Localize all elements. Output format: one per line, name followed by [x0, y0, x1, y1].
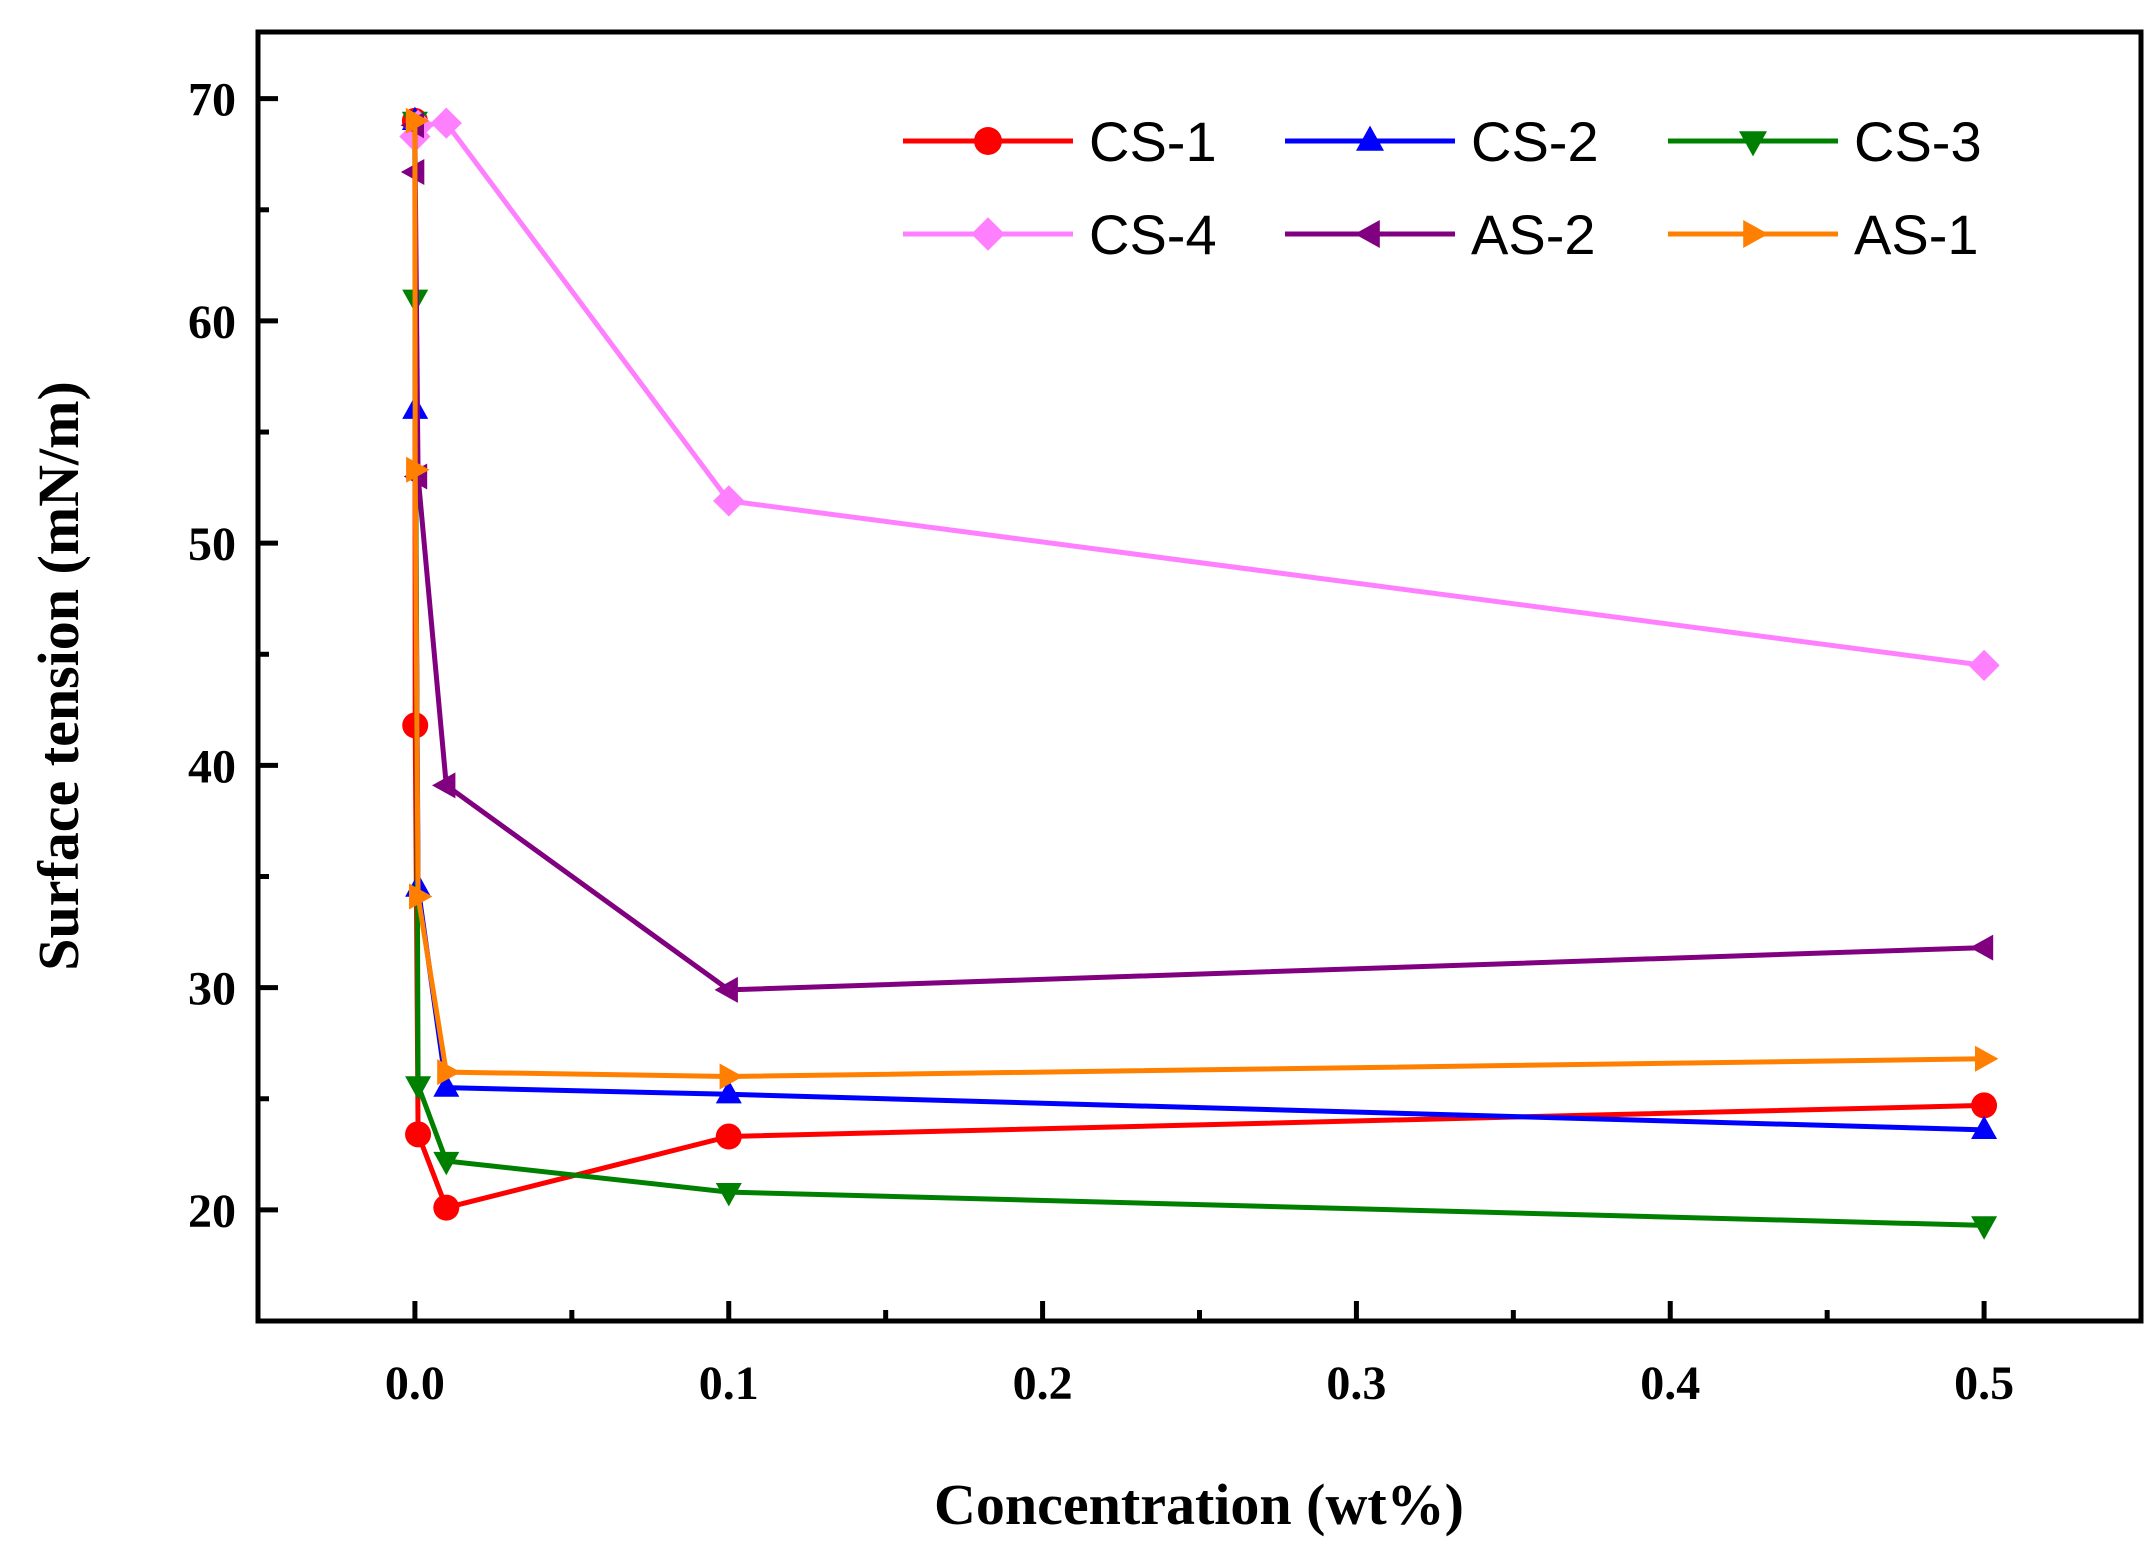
legend-marker — [1356, 125, 1384, 151]
legend-label: AS-1 — [1854, 203, 1979, 266]
data-point — [713, 485, 745, 517]
data-point — [409, 883, 433, 910]
data-point — [1969, 934, 1994, 961]
series-as-1 — [405, 107, 1999, 1090]
legend-label: CS-3 — [1854, 110, 1982, 173]
y-tick-label: 50 — [188, 518, 236, 571]
data-point — [430, 107, 462, 139]
data-point — [1971, 1092, 1998, 1119]
legend-item-as-1: AS-1 — [1668, 203, 1979, 266]
legend: CS-1 CS-2 CS-3 CS-4 AS-2 AS-1 — [903, 110, 1982, 266]
y-axis-title: Surface tension (mN/m) — [26, 381, 91, 971]
series-line — [412, 120, 1985, 1079]
legend-label: CS-4 — [1089, 203, 1217, 266]
data-point — [1971, 1216, 1998, 1240]
data-point — [405, 1076, 432, 1100]
legend-item-cs-4: CS-4 — [903, 203, 1217, 266]
x-tick-label: 0.0 — [385, 1357, 445, 1410]
data-point — [405, 1121, 432, 1148]
data-point — [1975, 1045, 1999, 1072]
legend-label: AS-2 — [1471, 203, 1596, 266]
legend-label: CS-1 — [1089, 110, 1217, 173]
legend-label: CS-2 — [1471, 110, 1599, 173]
y-tick-label: 40 — [188, 740, 236, 793]
series-layer — [399, 106, 2000, 1240]
x-tick-label: 0.2 — [1013, 1357, 1073, 1410]
legend-item-as-2: AS-2 — [1285, 203, 1596, 266]
legend-item-cs-2: CS-2 — [1285, 110, 1599, 173]
axis-layer: 0.0 0.1 0.2 0.3 0.4 0.5 20 30 40 50 60 70 — [188, 74, 2014, 1410]
data-point — [714, 976, 738, 1003]
x-tick-label: 0.1 — [699, 1357, 759, 1410]
data-point — [1971, 1115, 1998, 1139]
data-point — [406, 456, 430, 483]
legend-marker — [974, 127, 1002, 155]
y-tick-label: 70 — [188, 74, 236, 127]
x-axis-title: Concentration (wt%) — [934, 1472, 1464, 1537]
x-tick-label: 0.3 — [1326, 1357, 1386, 1410]
legend-marker — [971, 217, 1005, 251]
y-tick-label: 30 — [188, 963, 236, 1016]
data-point — [1968, 649, 2000, 681]
data-point — [437, 1059, 461, 1086]
legend-marker — [1743, 220, 1769, 248]
data-point — [405, 107, 430, 134]
y-tick-label: 20 — [188, 1185, 236, 1238]
data-point — [433, 1073, 460, 1097]
legend-marker — [1354, 220, 1380, 248]
data-point — [715, 1080, 742, 1104]
x-tick-label: 0.4 — [1640, 1357, 1700, 1410]
data-point — [719, 1063, 743, 1090]
legend-item-cs-1: CS-1 — [903, 110, 1217, 173]
data-point — [432, 772, 456, 799]
data-point — [715, 1123, 742, 1150]
data-point — [433, 1194, 460, 1221]
legend-marker — [1739, 131, 1767, 157]
data-point — [715, 1183, 742, 1207]
data-point — [433, 1151, 460, 1176]
legend-item-cs-3: CS-3 — [1668, 110, 1982, 173]
y-tick-label: 60 — [188, 296, 236, 349]
x-tick-label: 0.5 — [1954, 1357, 2014, 1410]
